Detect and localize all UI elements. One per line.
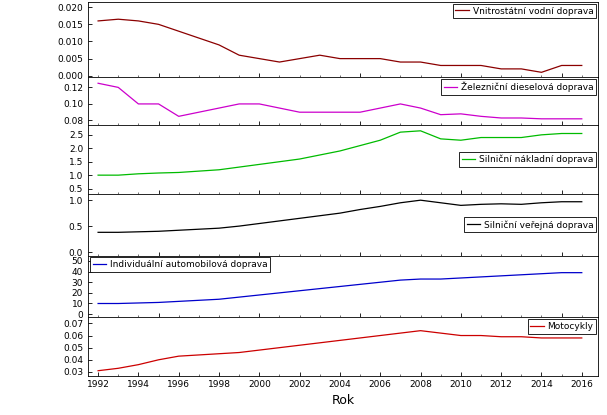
Legend: Individuální automobilová doprava: Individuální automobilová doprava xyxy=(90,257,270,272)
Legend: Motocykly: Motocykly xyxy=(527,319,596,334)
Legend: Vnitrostátní vodní doprava: Vnitrostátní vodní doprava xyxy=(453,4,596,18)
Legend: Silniční veřejná doprava: Silniční veřejná doprava xyxy=(464,217,596,232)
Legend: Železniční dieselová doprava: Železniční dieselová doprava xyxy=(441,79,596,95)
Legend: Silniční nákladní doprava: Silniční nákladní doprava xyxy=(459,152,596,167)
X-axis label: Rok: Rok xyxy=(331,393,354,407)
